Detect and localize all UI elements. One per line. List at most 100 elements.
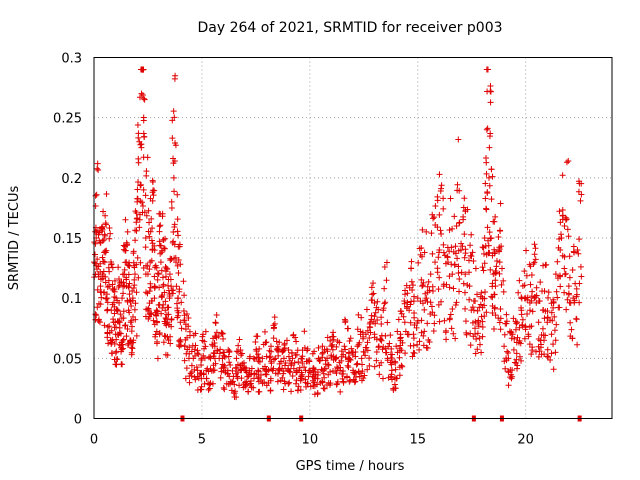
data-point xyxy=(123,333,130,340)
data-point xyxy=(561,265,568,272)
data-point xyxy=(348,345,355,352)
data-point xyxy=(205,386,212,393)
data-point xyxy=(94,266,101,273)
data-point xyxy=(497,315,504,322)
data-point xyxy=(157,259,164,266)
data-point xyxy=(257,371,264,378)
data-point xyxy=(411,314,418,321)
data-point xyxy=(535,298,542,305)
data-point xyxy=(466,296,473,303)
data-point xyxy=(176,337,183,344)
data-point xyxy=(136,224,143,231)
data-point xyxy=(559,206,566,213)
data-point xyxy=(528,351,535,358)
data-point xyxy=(358,314,365,321)
data-point xyxy=(94,256,101,263)
data-point xyxy=(353,361,360,368)
data-point xyxy=(298,355,305,362)
data-point xyxy=(274,345,281,352)
data-point xyxy=(175,295,182,302)
data-point xyxy=(194,386,201,393)
data-point xyxy=(266,354,273,361)
data-point xyxy=(481,313,488,320)
data-point xyxy=(566,253,573,260)
data-point xyxy=(106,283,113,290)
data-point xyxy=(213,311,220,318)
data-point xyxy=(429,287,436,294)
data-point xyxy=(407,319,414,326)
data-point xyxy=(133,261,140,268)
data-point xyxy=(114,356,121,363)
data-point xyxy=(182,326,189,333)
data-point xyxy=(351,370,358,377)
data-point xyxy=(111,288,118,295)
data-point xyxy=(565,157,572,164)
data-point xyxy=(577,263,584,270)
data-point xyxy=(191,366,198,373)
data-point xyxy=(488,235,495,241)
data-point xyxy=(289,355,296,362)
data-point xyxy=(261,328,268,335)
data-point xyxy=(416,338,423,345)
data-point xyxy=(435,286,442,293)
data-point xyxy=(129,295,136,302)
data-point xyxy=(360,348,367,355)
data-point xyxy=(324,348,331,355)
data-point xyxy=(109,264,116,271)
data-point xyxy=(484,224,491,231)
data-point xyxy=(175,232,182,239)
data-point xyxy=(92,240,99,247)
data-point xyxy=(160,339,167,346)
data-point xyxy=(198,355,205,362)
data-point xyxy=(113,336,120,343)
data-point xyxy=(475,319,482,326)
data-point xyxy=(397,331,404,338)
data-point xyxy=(183,310,190,317)
data-point xyxy=(124,326,131,333)
data-point xyxy=(136,138,143,145)
data-point xyxy=(334,338,341,345)
data-point xyxy=(116,324,123,331)
data-point xyxy=(330,329,337,336)
data-point xyxy=(311,374,318,381)
data-point xyxy=(518,294,525,301)
data-point xyxy=(521,335,528,342)
data-point xyxy=(314,389,321,396)
data-point xyxy=(522,295,529,302)
data-point xyxy=(516,337,523,344)
y-tick-label: 0.25 xyxy=(53,112,82,127)
data-point xyxy=(96,319,103,326)
data-point xyxy=(229,367,236,374)
data-point xyxy=(463,331,470,338)
data-point xyxy=(110,299,117,306)
data-point xyxy=(414,317,421,324)
data-point xyxy=(450,285,457,292)
data-point xyxy=(561,289,568,296)
data-point xyxy=(193,364,200,371)
data-point xyxy=(333,381,340,388)
data-point xyxy=(329,346,336,353)
data-point xyxy=(255,368,262,375)
data-point xyxy=(550,299,557,306)
data-point xyxy=(379,375,386,382)
data-point xyxy=(225,346,232,353)
data-point xyxy=(133,332,140,339)
data-point xyxy=(441,317,448,324)
data-point xyxy=(479,295,486,302)
data-point xyxy=(359,368,366,375)
data-point xyxy=(255,388,262,395)
data-point xyxy=(370,280,377,287)
data-point xyxy=(201,345,208,352)
data-point xyxy=(434,197,441,204)
data-point xyxy=(460,204,467,211)
data-point xyxy=(384,355,391,362)
data-point xyxy=(491,218,498,225)
data-point xyxy=(461,195,468,202)
data-point xyxy=(126,280,133,287)
data-point xyxy=(164,352,171,359)
data-point xyxy=(497,200,504,207)
data-point xyxy=(177,319,184,326)
data-point xyxy=(536,348,543,355)
data-point xyxy=(125,307,132,314)
data-point xyxy=(327,337,334,344)
